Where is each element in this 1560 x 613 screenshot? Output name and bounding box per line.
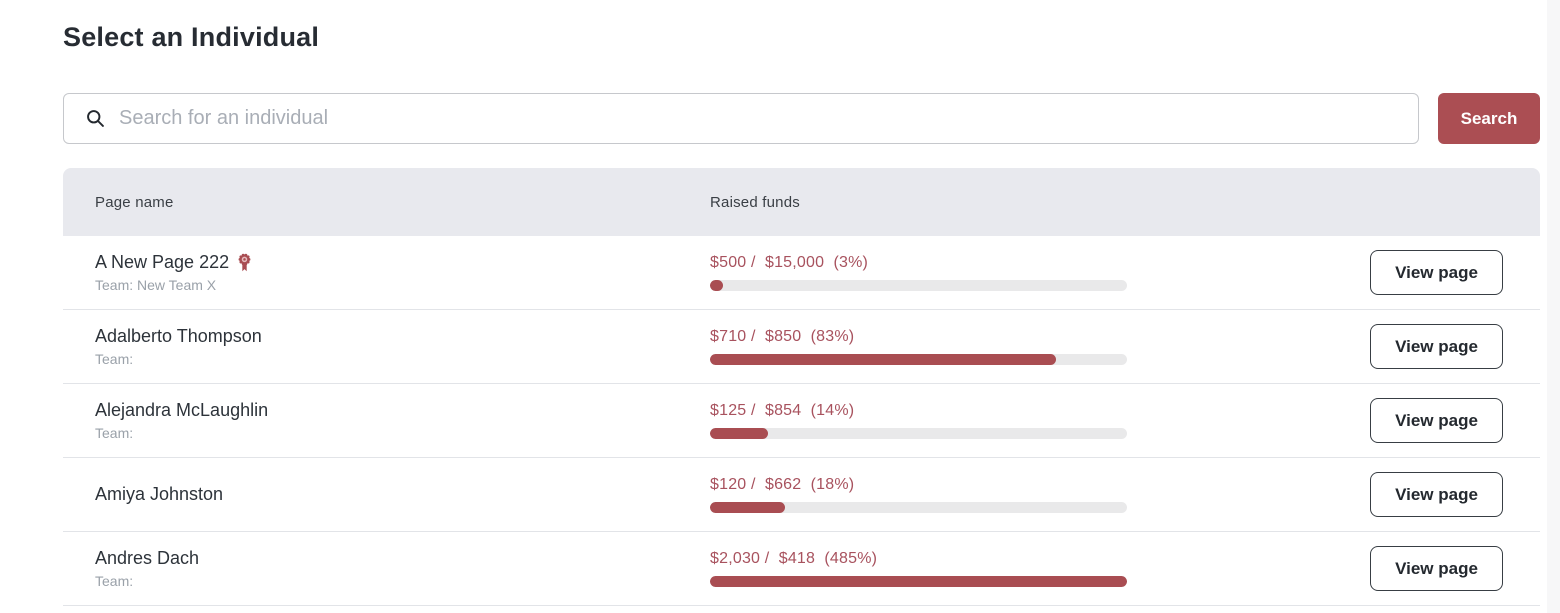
view-page-button[interactable]: View page — [1370, 398, 1503, 443]
page-name: Alejandra McLaughlin — [95, 400, 269, 420]
raised-funds-text: $120 / $662 (18%) — [710, 476, 855, 493]
search-button[interactable]: Search — [1438, 93, 1540, 144]
award-rosette-icon — [237, 252, 252, 273]
table-header: Page name Raised funds — [63, 168, 1540, 236]
table-row: Adalberto Thompson Team: $710 / $850 (83… — [63, 310, 1540, 384]
page-name: A New Page 222 — [95, 252, 230, 272]
search-bar: Search — [63, 93, 1540, 144]
search-input-wrapper[interactable] — [63, 93, 1419, 144]
raised-funds-cell: $125 / $854 (14%) — [710, 402, 1370, 439]
page-name-cell: A New Page 222 — [63, 252, 710, 293]
progress-bar-fill — [710, 576, 1127, 587]
raised-funds-cell: $2,030 / $418 (485%) — [710, 550, 1370, 587]
page-name: Adalberto Thompson — [95, 326, 262, 346]
individuals-table: Page name Raised funds A New Page 222 — [63, 168, 1540, 606]
table-row: Amiya Johnston $120 / $662 (18%) View pa… — [63, 458, 1540, 532]
page-name: Andres Dach — [95, 548, 200, 568]
scrollbar-track[interactable] — [1547, 0, 1560, 613]
raised-funds-cell: $500 / $15,000 (3%) — [710, 254, 1370, 291]
raised-funds-text: $2,030 / $418 (485%) — [710, 550, 878, 567]
search-input[interactable] — [119, 107, 1404, 130]
raised-funds-text: $500 / $15,000 (3%) — [710, 254, 869, 271]
page-title: Select an Individual — [63, 22, 320, 52]
raised-funds-text: $710 / $850 (83%) — [710, 328, 855, 345]
table-row: Alejandra McLaughlin Team: $125 / $854 (… — [63, 384, 1540, 458]
page-name-cell: Andres Dach Team: — [63, 548, 710, 589]
view-page-button[interactable]: View page — [1370, 250, 1503, 295]
progress-bar — [710, 428, 1127, 439]
team-label: Team: — [95, 573, 134, 589]
progress-bar — [710, 502, 1127, 513]
select-individual-page: Select an Individual Search Page name Ra… — [63, 22, 1540, 606]
table-row: Andres Dach Team: $2,030 / $418 (485%) V… — [63, 532, 1540, 606]
page-name-cell: Adalberto Thompson Team: — [63, 326, 710, 367]
search-icon — [84, 108, 106, 130]
table-row: A New Page 222 — [63, 236, 1540, 310]
raised-funds-text: $125 / $854 (14%) — [710, 402, 855, 419]
progress-bar — [710, 280, 1127, 291]
team-label: Team: New Team X — [95, 277, 217, 293]
progress-bar-fill — [710, 502, 786, 513]
team-label: Team: — [95, 425, 134, 441]
raised-funds-cell: $120 / $662 (18%) — [710, 476, 1370, 513]
progress-bar — [710, 576, 1127, 587]
view-page-button[interactable]: View page — [1370, 546, 1503, 591]
view-page-button[interactable]: View page — [1370, 472, 1503, 517]
page-name-cell: Alejandra McLaughlin Team: — [63, 400, 710, 441]
progress-bar-fill — [710, 354, 1057, 365]
progress-bar-fill — [710, 280, 723, 291]
raised-funds-cell: $710 / $850 (83%) — [710, 328, 1370, 365]
progress-bar-fill — [710, 428, 769, 439]
team-label: Team: — [95, 351, 134, 367]
column-header-raised-funds: Raised funds — [710, 193, 800, 211]
page-name: Amiya Johnston — [95, 484, 224, 504]
column-header-page-name: Page name — [95, 193, 174, 211]
view-page-button[interactable]: View page — [1370, 324, 1503, 369]
page-name-cell: Amiya Johnston — [63, 484, 710, 505]
progress-bar — [710, 354, 1127, 365]
